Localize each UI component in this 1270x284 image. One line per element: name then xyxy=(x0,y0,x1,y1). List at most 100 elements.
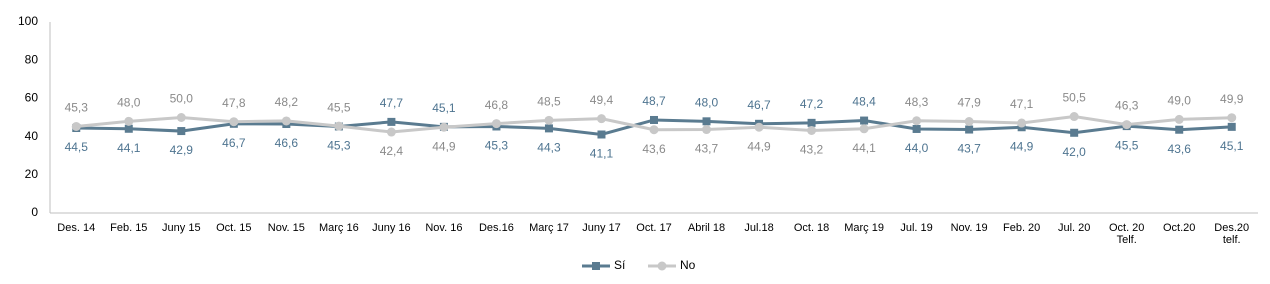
marker xyxy=(912,124,921,133)
data-label: 48,4 xyxy=(852,95,876,109)
data-label: 45,5 xyxy=(327,100,351,114)
y-tick-label: 20 xyxy=(25,167,39,181)
x-tick-label: Març 19 xyxy=(844,222,884,234)
marker xyxy=(859,124,869,134)
data-label: 45,3 xyxy=(65,101,89,115)
data-label: 43,6 xyxy=(1168,142,1192,156)
marker xyxy=(1017,118,1027,128)
data-label: 48,2 xyxy=(275,95,299,109)
x-tick-label: Oct. 20 Telf. xyxy=(1108,222,1145,246)
marker xyxy=(544,115,554,125)
marker xyxy=(754,122,764,132)
data-label: 43,7 xyxy=(957,142,981,156)
data-label: 43,7 xyxy=(695,142,719,156)
marker xyxy=(597,130,606,139)
data-label: 45,1 xyxy=(432,101,456,115)
marker xyxy=(965,125,974,134)
legend-label: No xyxy=(680,258,696,272)
data-label: 44,9 xyxy=(747,139,771,153)
data-label: 45,3 xyxy=(485,139,509,153)
y-tick-label: 60 xyxy=(25,91,39,105)
data-label: 44,9 xyxy=(432,139,456,153)
x-tick-label: Abril 18 xyxy=(687,222,726,234)
data-label: 44,0 xyxy=(905,141,929,155)
y-tick-label: 0 xyxy=(31,205,38,219)
marker xyxy=(1174,114,1184,124)
marker xyxy=(386,127,396,137)
data-label: 49,0 xyxy=(1168,94,1192,108)
marker xyxy=(124,124,133,133)
data-label: 48,5 xyxy=(537,95,561,109)
marker xyxy=(912,116,922,126)
marker xyxy=(71,121,81,131)
data-label: 42,0 xyxy=(1062,145,1086,159)
x-tick-label: Des.20 telf. xyxy=(1214,222,1250,246)
x-tick-label: Març 16 xyxy=(318,222,359,234)
marker xyxy=(1175,125,1184,134)
data-label: 42,4 xyxy=(380,144,404,158)
marker xyxy=(491,119,501,129)
x-tick-label: Feb. 20 xyxy=(1002,222,1041,234)
marker xyxy=(439,122,449,132)
x-tick-label: Oct.20 xyxy=(1163,222,1196,234)
x-tick-label: Oct. 17 xyxy=(636,222,672,234)
x-tick-label: Març 17 xyxy=(529,222,569,234)
data-label: 46,3 xyxy=(1115,99,1139,113)
data-label: 50,0 xyxy=(170,92,194,106)
data-label: 46,6 xyxy=(275,136,299,150)
data-label: 43,2 xyxy=(800,143,824,157)
legend-marker xyxy=(657,261,667,271)
marker xyxy=(1122,120,1132,130)
x-tick-label: Des. 14 xyxy=(57,222,96,234)
x-tick-label: Nov. 19 xyxy=(950,222,988,234)
legend-marker xyxy=(592,262,600,270)
marker xyxy=(387,117,396,126)
legend-label: Sí xyxy=(614,258,626,272)
marker xyxy=(807,118,816,127)
marker xyxy=(177,127,186,136)
data-label: 46,7 xyxy=(747,98,771,112)
x-tick-label: Juny 17 xyxy=(582,222,621,234)
data-label: 47,2 xyxy=(800,97,824,111)
marker xyxy=(334,121,344,131)
marker xyxy=(544,124,553,133)
data-label: 44,5 xyxy=(65,140,89,154)
data-label: 47,1 xyxy=(1010,97,1034,111)
data-label: 48,3 xyxy=(905,95,929,109)
data-label: 48,0 xyxy=(695,95,719,109)
x-tick-label: Jul.18 xyxy=(744,222,774,234)
marker xyxy=(807,125,817,135)
marker xyxy=(229,117,239,127)
marker xyxy=(281,116,291,126)
x-tick-label: Oct. 15 xyxy=(216,222,252,234)
data-label: 42,9 xyxy=(170,143,194,157)
marker xyxy=(860,116,869,125)
data-label: 49,4 xyxy=(590,93,614,107)
data-label: 47,8 xyxy=(222,96,246,110)
data-label: 46,7 xyxy=(222,136,246,150)
data-label: 44,1 xyxy=(117,141,141,155)
marker xyxy=(1227,122,1236,131)
x-tick-label: Oct. 18 xyxy=(793,222,830,234)
marker xyxy=(649,125,659,135)
y-tick-label: 80 xyxy=(25,52,39,66)
data-label: 49,9 xyxy=(1220,92,1244,106)
marker xyxy=(1227,113,1237,123)
marker xyxy=(650,115,658,124)
marker xyxy=(702,117,711,126)
x-tick-label: Nov. 15 xyxy=(267,222,305,234)
x-tick-label: Jul. 20 xyxy=(1057,222,1091,234)
marker xyxy=(596,114,606,124)
x-tick-label: Juny 16 xyxy=(372,222,411,234)
data-label: 48,0 xyxy=(117,95,141,109)
data-label: 43,6 xyxy=(642,142,666,156)
marker xyxy=(1070,128,1079,137)
data-label: 45,3 xyxy=(327,139,351,153)
x-tick-label: Feb. 15 xyxy=(110,222,148,234)
marker xyxy=(964,117,974,127)
x-tick-label: Nov. 16 xyxy=(425,222,463,234)
data-label: 47,7 xyxy=(380,96,404,110)
data-label: 41,1 xyxy=(590,147,614,161)
data-label: 44,9 xyxy=(1010,139,1034,153)
